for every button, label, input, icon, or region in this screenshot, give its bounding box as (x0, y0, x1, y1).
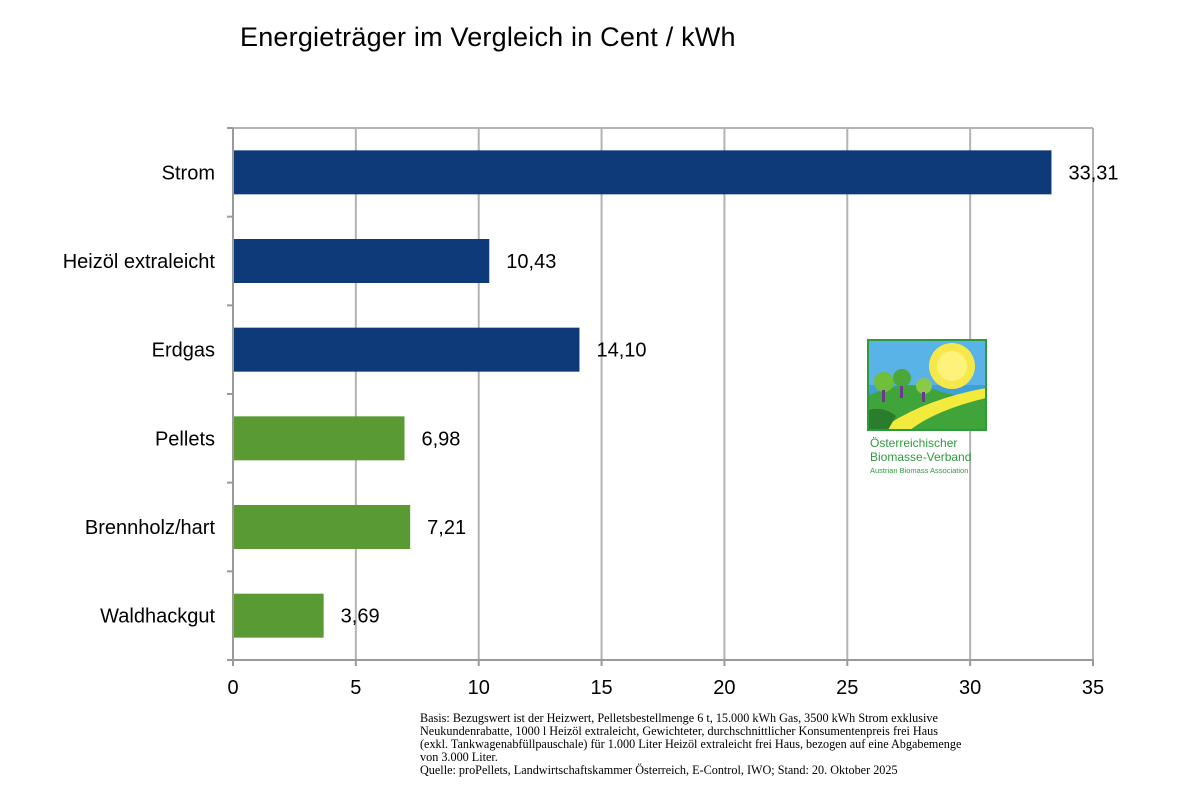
bar (234, 416, 405, 461)
biomass-verband-logo: Österreichischer Biomasse-Verband Austri… (866, 338, 996, 478)
category-label: Erdgas (152, 340, 215, 362)
bar (234, 505, 411, 549)
x-tick-label: 10 (468, 677, 490, 699)
logo-text-line3: Austrian Biomass Association (870, 466, 969, 475)
x-tick-label: 35 (1082, 677, 1104, 699)
category-labels: Strom Heizöl extraleicht Erdgas Pellets Bren… (63, 162, 216, 627)
logo-text-line1: Österreichischer (870, 436, 958, 450)
footnote-line: Neukundenrabatte, 1000 l Heizöl extralei… (420, 724, 938, 738)
logo-text-line2: Biomasse-Verband (870, 450, 972, 464)
bar (234, 593, 324, 638)
x-tick-label: 5 (350, 677, 361, 699)
footnote-line: (exkl. Tankwagenabfüllpauschale) für 1.0… (420, 737, 962, 751)
x-tick-labels: 0 5 10 15 20 25 30 35 (227, 677, 1104, 699)
value-label: 7,21 (427, 517, 466, 539)
category-label: Brennholz/hart (85, 517, 216, 539)
bar (234, 150, 1052, 195)
bar (234, 327, 580, 372)
value-labels: 33,31 10,43 14,10 6,98 7,21 3,69 (341, 162, 1119, 627)
chart-title: Energieträger im Vergleich in Cent / kWh (240, 22, 736, 52)
value-label: 6,98 (422, 428, 461, 450)
x-tick-label: 0 (227, 677, 238, 699)
axes (227, 127, 1094, 666)
value-label: 33,31 (1068, 162, 1118, 184)
category-label: Pellets (155, 428, 215, 450)
x-tick-label: 30 (959, 677, 981, 699)
source-footnote: Basis: Bezugswert ist der Heizwert, Pell… (420, 712, 1100, 777)
value-label: 3,69 (341, 606, 380, 628)
footnote-line: Basis: Bezugswert ist der Heizwert, Pell… (420, 711, 938, 725)
category-label: Waldhackgut (100, 606, 215, 628)
x-tick-label: 15 (590, 677, 612, 699)
footnote-line: Quelle: proPellets, Landwirtschaftskamme… (420, 763, 898, 777)
logo-graphic-icon (867, 339, 987, 431)
bar (234, 239, 490, 283)
x-tick-label: 20 (713, 677, 735, 699)
value-label: 14,10 (596, 340, 646, 362)
bars (234, 150, 1052, 638)
value-label: 10,43 (506, 251, 556, 273)
category-label: Heizöl extraleicht (63, 251, 216, 273)
x-tick-label: 25 (836, 677, 858, 699)
category-label: Strom (162, 162, 215, 184)
footnote-line: von 3.000 Liter. (420, 750, 498, 764)
